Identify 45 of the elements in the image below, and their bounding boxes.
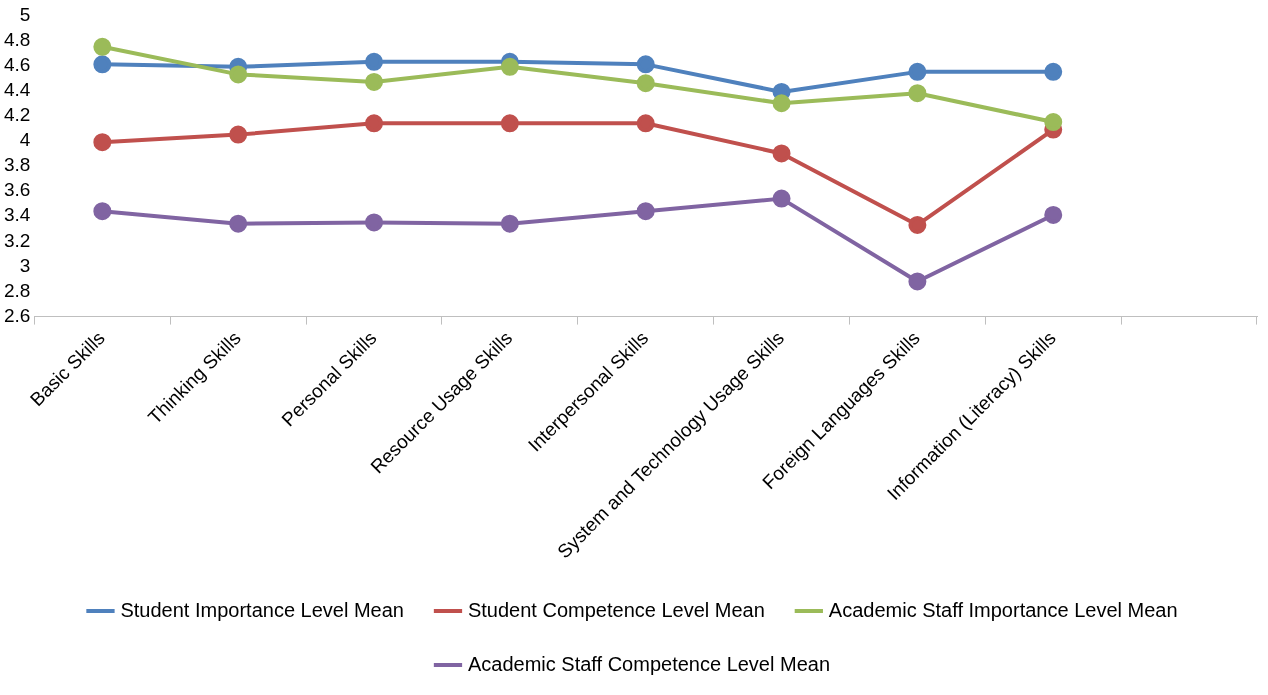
point <box>93 133 112 152</box>
point <box>365 52 384 71</box>
legend-label: Student Importance Level Mean <box>120 598 404 621</box>
point <box>229 214 248 233</box>
y-tick-label: 4.6 <box>3 53 31 75</box>
point <box>772 94 791 113</box>
point <box>1044 62 1063 81</box>
y-tick-label: 4.2 <box>3 104 31 126</box>
y-tick-label: 4.8 <box>3 28 31 50</box>
point <box>93 37 112 56</box>
point <box>365 213 384 232</box>
point <box>365 114 384 133</box>
point <box>1044 205 1063 224</box>
point <box>908 62 927 81</box>
y-tick-label: 5 <box>19 3 31 25</box>
point <box>500 57 519 76</box>
point <box>908 215 927 234</box>
point <box>500 114 519 133</box>
point <box>229 65 248 84</box>
y-tick-label: 3.8 <box>3 154 31 176</box>
point <box>636 55 655 74</box>
point <box>908 272 927 291</box>
y-tick-label: 3.6 <box>3 179 31 201</box>
y-tick-label: 4 <box>19 129 31 151</box>
legend-label: Academic Staff Importance Level Mean <box>828 598 1178 621</box>
point <box>636 202 655 221</box>
y-tick-label: 3.2 <box>3 229 31 251</box>
point <box>500 214 519 233</box>
point <box>365 72 384 91</box>
point <box>772 144 791 163</box>
y-tick-label: 4.4 <box>3 78 31 100</box>
legend-label: Student Competence Level Mean <box>467 598 765 621</box>
point <box>93 55 112 74</box>
point <box>93 202 112 221</box>
point <box>636 114 655 133</box>
point <box>1044 113 1063 132</box>
point <box>229 125 248 144</box>
point <box>772 189 791 208</box>
y-tick-label: 3.4 <box>3 204 31 226</box>
y-tick-label: 2.8 <box>3 279 31 301</box>
y-tick-label: 3 <box>19 254 31 276</box>
legend-label: Academic Staff Competence Level Mean <box>467 652 831 675</box>
point <box>908 84 927 103</box>
point <box>636 74 655 93</box>
y-tick-label: 2.6 <box>3 304 31 326</box>
